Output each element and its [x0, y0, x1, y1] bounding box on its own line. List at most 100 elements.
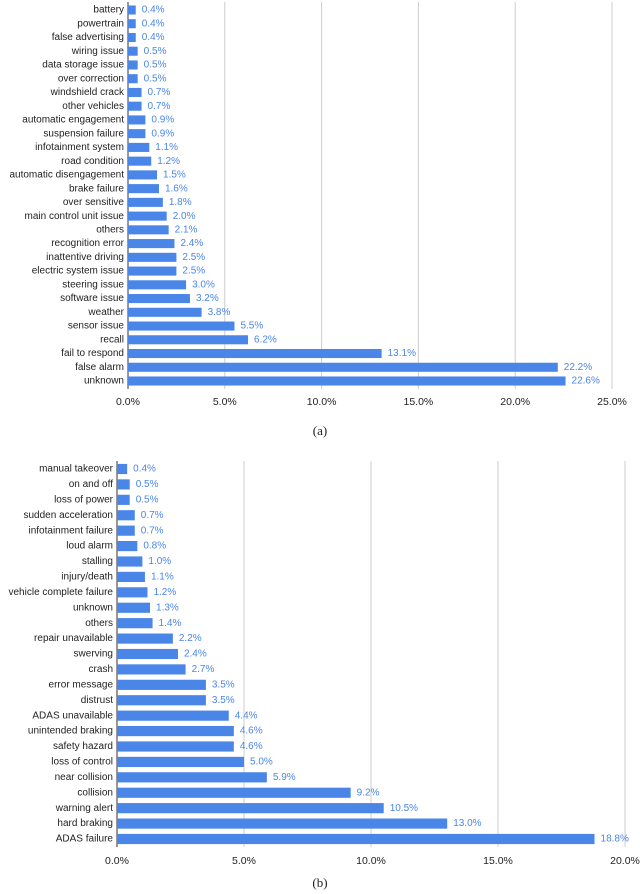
value-label: 1.5% [163, 170, 186, 181]
value-label: 0.4% [142, 18, 165, 29]
value-label: 18.8% [601, 834, 629, 845]
bar [128, 101, 142, 111]
bar [117, 571, 145, 583]
value-label: 2.5% [182, 266, 205, 277]
bar [128, 87, 142, 97]
bar [117, 695, 206, 706]
category-label: crash [89, 664, 113, 675]
bar [128, 239, 175, 249]
bar [117, 741, 234, 752]
bar [128, 294, 190, 304]
value-label: 2.0% [173, 211, 196, 222]
bar [128, 170, 158, 180]
bar [117, 510, 135, 521]
bar [117, 710, 229, 721]
bar [128, 5, 136, 15]
value-label: 2.1% [175, 224, 198, 235]
category-label: error message [49, 679, 114, 690]
bar [117, 818, 448, 829]
value-label: 0.7% [141, 525, 164, 536]
category-label: ADAS failure [56, 834, 114, 845]
caption: (a) [313, 423, 327, 438]
bar [117, 494, 130, 505]
value-label: 1.1% [151, 572, 174, 583]
category-label: main control unit issue [25, 211, 125, 222]
value-label: 1.6% [165, 183, 188, 194]
value-label: 0.5% [136, 479, 159, 490]
value-label: 1.8% [169, 197, 192, 208]
caption: (b) [312, 875, 327, 890]
category-label: sudden acceleration [23, 510, 113, 521]
value-label: 0.5% [144, 46, 167, 57]
bar [128, 115, 146, 125]
value-label: 0.7% [148, 101, 171, 112]
category-label: loss of control [51, 757, 113, 768]
category-label: manual takeover [39, 464, 114, 475]
bar [117, 463, 128, 475]
value-label: 5.0% [250, 757, 273, 768]
bar [128, 321, 235, 331]
x-tick-label: 5.0% [213, 396, 237, 408]
bar [128, 362, 558, 372]
category-label: ADAS unavailable [32, 710, 113, 721]
x-tick-label: 25.0% [597, 396, 627, 408]
value-label: 1.1% [155, 142, 178, 153]
category-label: vehicle complete failure [9, 587, 114, 598]
x-tick-label: 20.0% [610, 855, 640, 867]
value-label: 3.2% [196, 293, 219, 304]
bar [128, 197, 163, 207]
bar [128, 335, 249, 345]
value-label: 22.2% [564, 362, 592, 373]
bar [117, 725, 234, 737]
bar [117, 756, 244, 768]
x-tick-label: 10.0% [356, 855, 386, 867]
bar [128, 225, 169, 235]
bar [128, 184, 159, 194]
value-label: 0.4% [133, 464, 156, 475]
category-label: swerving [74, 649, 113, 660]
bar [117, 772, 267, 783]
value-label: 3.5% [212, 679, 235, 690]
category-label: over sensitive [63, 197, 125, 208]
category-label: automatic engagement [22, 115, 124, 126]
value-label: 3.8% [208, 307, 231, 318]
bar [117, 587, 148, 598]
category-label: battery [93, 5, 124, 16]
category-label: windshield crack [50, 87, 125, 98]
value-label: 3.5% [212, 695, 235, 706]
category-label: distrust [81, 695, 113, 706]
x-tick-label: 5.0% [232, 855, 256, 867]
x-tick-label: 15.0% [404, 396, 434, 408]
value-label: 4.6% [240, 741, 263, 752]
category-label: data storage issue [42, 60, 124, 71]
bar [117, 803, 384, 814]
value-label: 0.5% [136, 494, 159, 505]
category-label: on and off [69, 479, 114, 490]
bar [128, 211, 167, 221]
bar [117, 525, 135, 536]
bar [117, 540, 138, 552]
bar [128, 46, 138, 56]
value-label: 2.4% [180, 238, 203, 249]
value-label: 5.9% [273, 772, 296, 783]
value-label: 0.4% [142, 5, 165, 16]
value-label: 1.3% [156, 602, 179, 613]
bar [117, 787, 351, 798]
category-label: near collision [55, 772, 113, 783]
value-label: 3.0% [192, 279, 215, 290]
bar [117, 833, 595, 845]
bar [128, 142, 150, 152]
value-label: 0.5% [144, 73, 167, 84]
bar [117, 664, 186, 675]
category-label: powertrain [77, 18, 124, 29]
bar [128, 156, 152, 166]
bar [128, 348, 382, 359]
category-label: infotainment system [35, 142, 124, 153]
category-label: suspension failure [43, 128, 124, 139]
category-label: electric system issue [32, 266, 125, 277]
category-label: loss of power [54, 494, 114, 505]
value-label: 4.6% [240, 726, 263, 737]
category-label: false alarm [75, 362, 124, 373]
value-label: 13.0% [453, 818, 481, 829]
bar [128, 19, 136, 29]
